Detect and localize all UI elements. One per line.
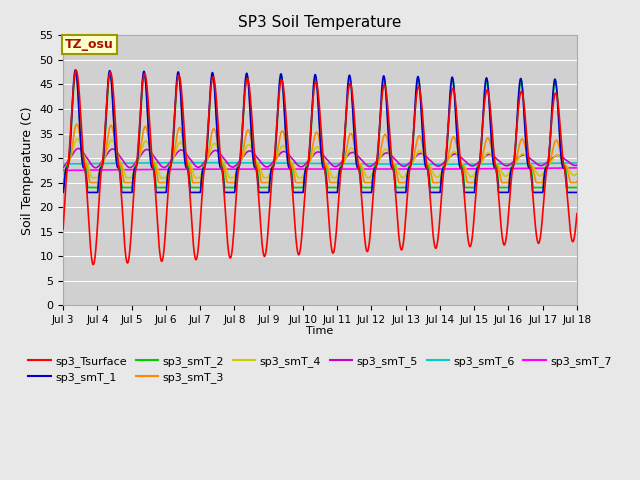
Title: SP3 Soil Temperature: SP3 Soil Temperature xyxy=(238,15,402,30)
Legend: sp3_Tsurface, sp3_smT_1, sp3_smT_2, sp3_smT_3, sp3_smT_4, sp3_smT_5, sp3_smT_6, : sp3_Tsurface, sp3_smT_1, sp3_smT_2, sp3_… xyxy=(24,351,616,388)
Y-axis label: Soil Temperature (C): Soil Temperature (C) xyxy=(20,106,34,235)
X-axis label: Time: Time xyxy=(307,326,333,336)
Text: TZ_osu: TZ_osu xyxy=(65,38,113,51)
